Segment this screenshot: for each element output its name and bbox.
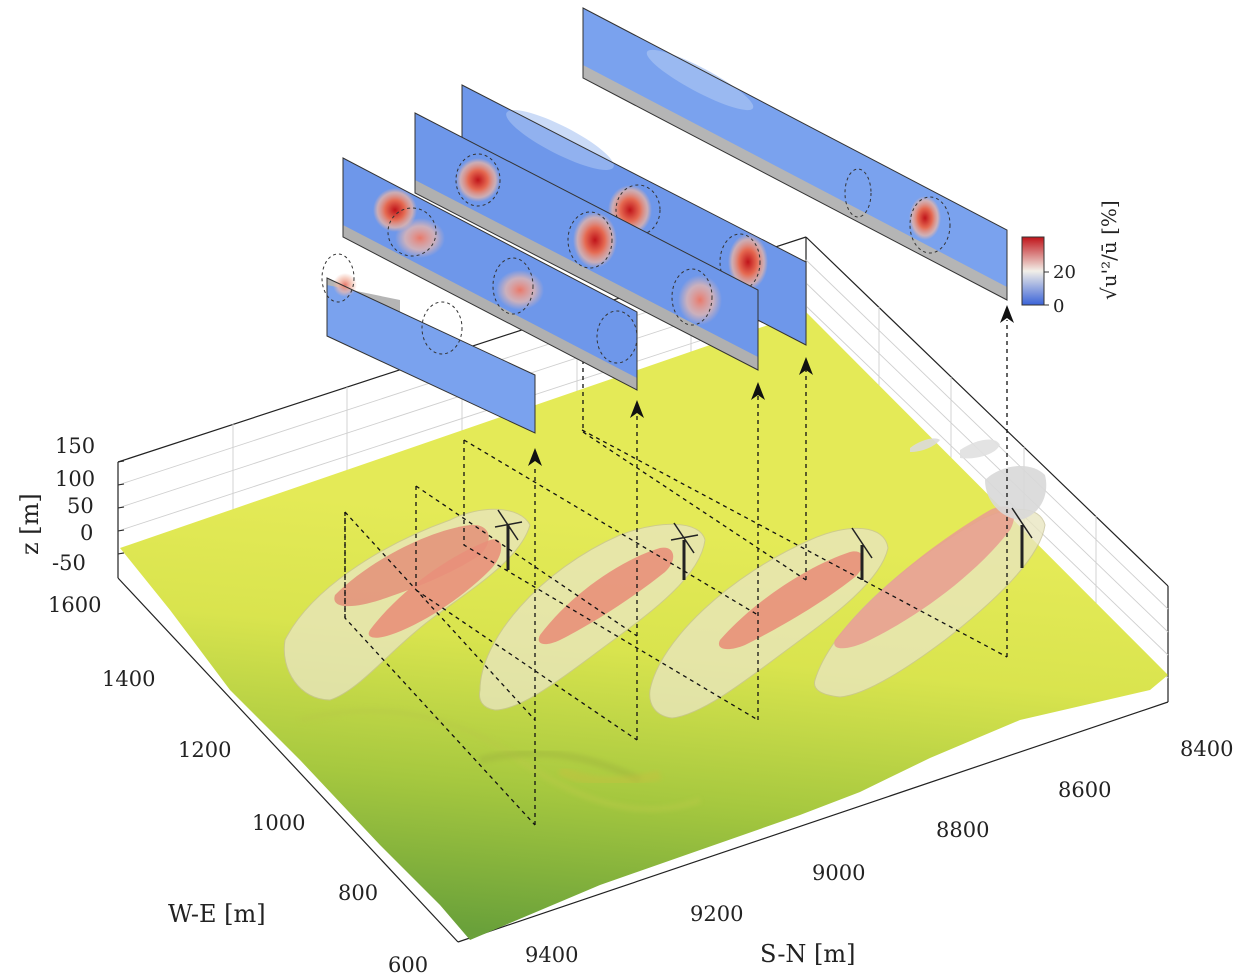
wind-turbines bbox=[494, 507, 1033, 580]
slice-2 bbox=[342, 157, 638, 391]
z-tick-100: 100 bbox=[55, 467, 95, 491]
y-tick-1600: 1600 bbox=[48, 593, 101, 617]
x-axis-label: S-N [m] bbox=[760, 940, 856, 968]
x-tick-8800: 8800 bbox=[936, 818, 989, 842]
x-tick-9200: 9200 bbox=[690, 902, 743, 926]
slice-5 bbox=[582, 7, 1008, 301]
z-axis-label: z [m] bbox=[16, 493, 44, 555]
turbine-2 bbox=[670, 522, 699, 580]
section-frames bbox=[344, 320, 1008, 826]
turbine-4 bbox=[1011, 507, 1033, 568]
y-tick-1400: 1400 bbox=[102, 667, 155, 691]
colorbar-label: √u'²/ū [%] bbox=[1097, 200, 1121, 300]
y-axis: 1600 1400 1200 1000 800 600 W-E [m] bbox=[48, 593, 428, 977]
x-axis: 8400 8600 8800 9000 9200 9400 S-N [m] bbox=[525, 737, 1233, 968]
y-tick-600: 600 bbox=[388, 953, 428, 977]
y-axis-label: W-E [m] bbox=[168, 900, 266, 928]
turbine-3 bbox=[851, 527, 873, 580]
turbine-1 bbox=[494, 509, 523, 570]
x-tick-8600: 8600 bbox=[1058, 778, 1111, 802]
y-tick-800: 800 bbox=[338, 881, 378, 905]
x-tick-9400: 9400 bbox=[525, 943, 578, 967]
z-tick-150: 150 bbox=[55, 434, 95, 458]
z-tick-neg50: -50 bbox=[52, 551, 86, 575]
terrain-surface bbox=[120, 312, 1168, 940]
x-tick-9000: 9000 bbox=[812, 861, 865, 885]
z-axis: 150 100 50 0 -50 z [m] bbox=[16, 434, 125, 575]
x-tick-8400: 8400 bbox=[1180, 737, 1233, 761]
z-tick-0: 0 bbox=[80, 521, 93, 545]
slice-1 bbox=[321, 253, 536, 434]
colorbar-tick-20: 20 bbox=[1053, 262, 1076, 283]
wake-isosurfaces bbox=[283, 438, 1047, 719]
y-tick-1000: 1000 bbox=[252, 811, 305, 835]
section-arrowheads bbox=[528, 305, 1014, 466]
colorbar: 20 0 √u'²/ū [%] bbox=[1021, 200, 1121, 317]
slice-3 bbox=[414, 112, 759, 371]
z-tick-50: 50 bbox=[67, 494, 94, 518]
y-tick-1200: 1200 bbox=[178, 738, 231, 762]
colorbar-tick-0: 0 bbox=[1053, 296, 1064, 317]
